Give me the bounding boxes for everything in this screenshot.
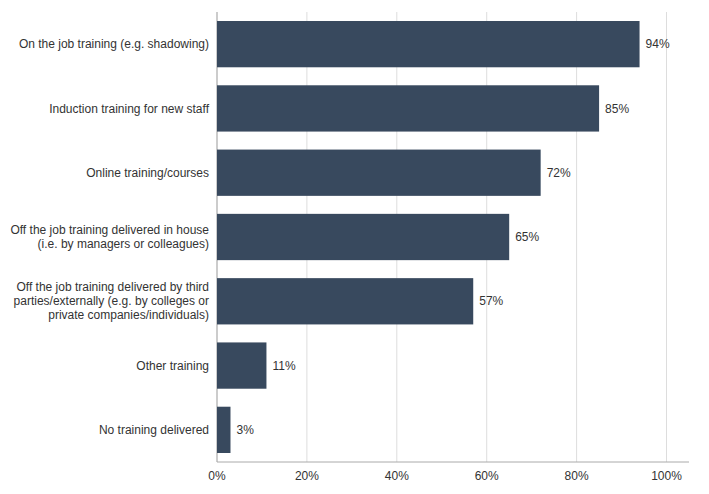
category-label-line: No training delivered xyxy=(99,423,209,437)
x-axis-ticks: 0% 20% 40% 60% 80% 100% xyxy=(208,469,682,483)
category-label: Other training xyxy=(136,359,209,373)
category-label: Online training/courses xyxy=(86,166,209,180)
category-label-line: parties/externally (e.g. by colleges or xyxy=(14,294,209,308)
bar xyxy=(217,407,230,453)
category-label: No training delivered xyxy=(99,423,209,437)
category-label: On the job training (e.g. shadowing) xyxy=(19,37,209,51)
category-label-line: (i.e. by managers or colleagues) xyxy=(38,237,209,251)
bar xyxy=(217,214,509,260)
category-label-line: Off the job training delivered by third xyxy=(16,280,209,294)
category-label-line: Other training xyxy=(136,359,209,373)
bar xyxy=(217,85,599,131)
data-label: 57% xyxy=(479,294,503,308)
bar xyxy=(217,150,541,196)
x-tick-label: 0% xyxy=(208,469,226,483)
category-label-line: Induction training for new staff xyxy=(49,102,210,116)
data-label: 72% xyxy=(547,166,571,180)
x-tick-label: 100% xyxy=(651,469,682,483)
grid xyxy=(217,12,667,462)
data-labels: 3% 11% 57% 65% 72% 85% 94% xyxy=(236,37,669,437)
category-label: Off the job training delivered by thirdp… xyxy=(14,280,209,322)
grid-line xyxy=(576,12,577,462)
x-tick-label: 60% xyxy=(475,469,499,483)
data-label: 3% xyxy=(236,423,254,437)
x-tick-label: 40% xyxy=(385,469,409,483)
bars xyxy=(217,21,640,453)
bar xyxy=(217,21,640,67)
category-label: Off the job training delivered in house(… xyxy=(10,223,209,251)
category-label-line: Online training/courses xyxy=(86,166,209,180)
data-label: 11% xyxy=(272,359,295,373)
bar xyxy=(217,342,266,388)
category-label-line: private companies/individuals) xyxy=(48,308,209,322)
x-axis-line xyxy=(217,462,689,463)
grid-line xyxy=(666,12,667,462)
data-label: 94% xyxy=(646,37,670,51)
chart-container: No training delivered Other training Off t… xyxy=(0,0,709,494)
data-label: 65% xyxy=(515,230,539,244)
x-tick-label: 20% xyxy=(295,469,319,483)
category-label-line: Off the job training delivered in house xyxy=(10,223,209,237)
bar xyxy=(217,278,473,324)
x-tick-label: 80% xyxy=(565,469,589,483)
category-label-line: On the job training (e.g. shadowing) xyxy=(19,37,209,51)
chart: No training delivered Other training Off t… xyxy=(0,0,709,494)
category-label: Induction training for new staff xyxy=(49,102,210,116)
y-axis-labels: No training delivered Other training Off t… xyxy=(10,37,209,437)
data-label: 85% xyxy=(605,102,629,116)
